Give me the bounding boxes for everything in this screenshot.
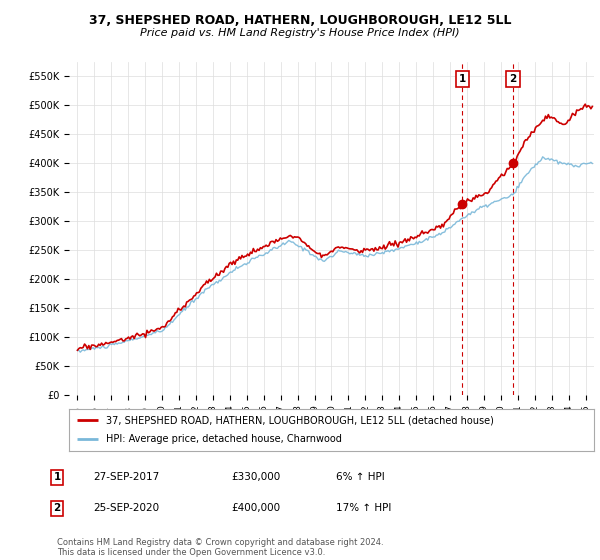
Text: £330,000: £330,000 xyxy=(231,472,280,482)
Text: £400,000: £400,000 xyxy=(231,503,280,514)
Text: 37, SHEPSHED ROAD, HATHERN, LOUGHBOROUGH, LE12 5LL (detached house): 37, SHEPSHED ROAD, HATHERN, LOUGHBOROUGH… xyxy=(106,415,494,425)
Text: HPI: Average price, detached house, Charnwood: HPI: Average price, detached house, Char… xyxy=(106,435,341,445)
Text: Price paid vs. HM Land Registry's House Price Index (HPI): Price paid vs. HM Land Registry's House … xyxy=(140,28,460,38)
Text: 25-SEP-2020: 25-SEP-2020 xyxy=(93,503,159,514)
Text: 17% ↑ HPI: 17% ↑ HPI xyxy=(336,503,391,514)
Text: 2: 2 xyxy=(509,74,517,84)
Text: 6% ↑ HPI: 6% ↑ HPI xyxy=(336,472,385,482)
Text: 37, SHEPSHED ROAD, HATHERN, LOUGHBOROUGH, LE12 5LL: 37, SHEPSHED ROAD, HATHERN, LOUGHBOROUGH… xyxy=(89,14,511,27)
Text: 1: 1 xyxy=(459,74,466,84)
Text: 27-SEP-2017: 27-SEP-2017 xyxy=(93,472,159,482)
Text: Contains HM Land Registry data © Crown copyright and database right 2024.
This d: Contains HM Land Registry data © Crown c… xyxy=(57,538,383,557)
Text: 1: 1 xyxy=(53,472,61,482)
Text: 2: 2 xyxy=(53,503,61,514)
